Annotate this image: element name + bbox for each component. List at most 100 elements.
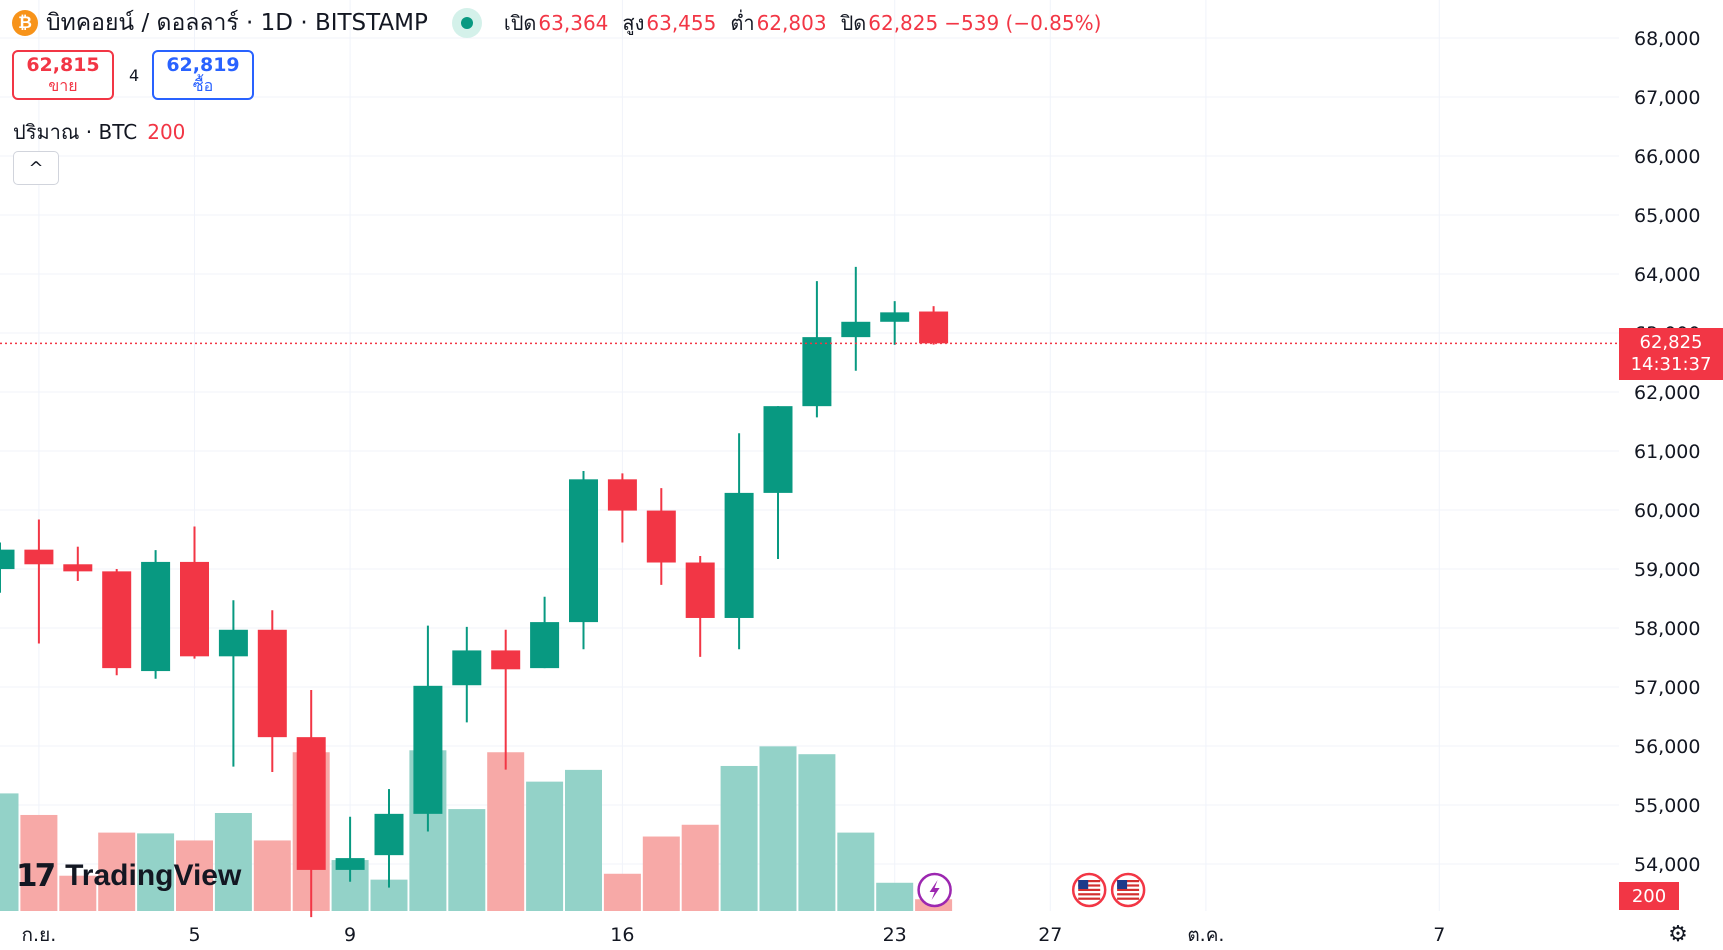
buy-label: ซื้อ — [192, 76, 214, 95]
flag-stripe — [1078, 884, 1101, 887]
candles — [0, 266, 1619, 918]
volume-bar — [603, 873, 641, 911]
volume-legend-label: ปริมาณ · BTC — [13, 120, 138, 144]
candle-body — [296, 737, 326, 870]
candle-body — [919, 311, 949, 344]
close-label: ปิด — [840, 11, 867, 35]
volume-bar — [137, 833, 175, 911]
change-value: −539 (−0.85%) — [944, 11, 1102, 35]
candle-body — [413, 685, 443, 814]
volume-bar — [681, 824, 719, 911]
low-label: ต่ำ — [730, 11, 755, 35]
candle-body — [0, 549, 15, 570]
volume-bar — [448, 809, 486, 911]
flag-stripe — [1078, 880, 1101, 883]
settings-icon[interactable]: ⚙ — [1668, 921, 1688, 947]
flag-stripe — [1117, 897, 1140, 900]
spread-value: 4 — [129, 66, 140, 85]
candle — [880, 301, 910, 345]
candle — [102, 569, 132, 676]
price-tick-label: 65,000 — [1634, 205, 1700, 227]
candle — [491, 629, 521, 770]
symbol-title[interactable]: บิทคอยน์ / ดอลลาร์ · 1D · BITSTAMP — [46, 10, 428, 36]
price-tick-label: 57,000 — [1634, 677, 1700, 699]
candle-body — [685, 562, 715, 618]
sell-button[interactable]: 62,815 ขาย — [12, 50, 114, 100]
volume-bar — [565, 769, 602, 911]
buy-price: 62,819 — [166, 54, 240, 76]
price-tick-label: 58,000 — [1634, 618, 1700, 640]
candle-body — [802, 337, 832, 407]
symbol-header: ₿ บิทคอยน์ / ดอลลาร์ · 1D · BITSTAMP เปิ… — [0, 6, 1101, 40]
candle — [335, 816, 365, 882]
time-tick-label: ต.ค. — [1187, 924, 1224, 946]
high-label: สูง — [622, 11, 645, 35]
price-tick-label: 66,000 — [1634, 146, 1700, 168]
open-value: 63,364 — [538, 11, 609, 35]
candle-body — [141, 561, 171, 672]
volume-bar — [176, 840, 213, 911]
tradingview-logo[interactable]: 17 TradingView — [16, 858, 241, 894]
candle — [413, 625, 443, 832]
collapse-legend-button[interactable]: ^ — [13, 151, 59, 185]
bitcoin-icon: ₿ — [12, 10, 38, 36]
volume-bar — [526, 781, 564, 911]
volume-bar — [98, 832, 136, 911]
flag-stripe — [1078, 897, 1101, 900]
volume-bar — [720, 765, 758, 911]
candle — [607, 473, 637, 543]
flag-stripe — [1117, 880, 1140, 883]
volume-bar — [642, 836, 680, 911]
candle — [296, 689, 326, 918]
candle-body — [180, 561, 209, 657]
candle-body — [24, 549, 54, 565]
price-tick-label: 56,000 — [1634, 736, 1700, 758]
candle-body — [102, 571, 132, 669]
volume-bar — [759, 746, 797, 911]
price-tick-label: 62,000 — [1634, 382, 1700, 404]
candle-body — [374, 813, 404, 856]
volume-tag: 200 — [1619, 882, 1679, 910]
volume-legend-value: 200 — [147, 120, 186, 144]
last-price-value: 62,825 — [1639, 332, 1703, 353]
price-tick-label: 61,000 — [1634, 441, 1700, 463]
candle — [646, 488, 676, 585]
time-tick-label: ก.ย. — [22, 924, 57, 946]
volume-bar — [214, 813, 252, 911]
price-axis: 54,000 55,000 56,000 57,000 58,000 59,000 60,0… — [1634, 28, 1700, 876]
candle-body — [646, 510, 676, 563]
candle — [0, 542, 15, 593]
candle — [218, 600, 248, 767]
candle — [257, 610, 287, 772]
volume-bar — [798, 754, 836, 911]
us-flag-icon — [1071, 872, 1107, 908]
candle-body — [218, 629, 248, 657]
volume-legend[interactable]: ปริมาณ · BTC 200 — [13, 116, 185, 148]
market-open-icon — [451, 8, 482, 38]
bar-countdown: 14:31:37 — [1630, 354, 1712, 375]
high-value: 63,455 — [646, 11, 717, 35]
candle — [452, 626, 482, 723]
volume-bar — [20, 814, 58, 911]
candle-body — [724, 492, 754, 618]
candle — [24, 519, 54, 644]
buy-button[interactable]: 62,819 ซื้อ — [152, 50, 254, 100]
flag-stripe — [1117, 884, 1140, 887]
event-markers — [917, 872, 1146, 908]
time-tick-label: 16 — [610, 924, 634, 946]
candle — [724, 433, 754, 650]
low-value: 62,803 — [756, 11, 827, 35]
sell-price: 62,815 — [26, 54, 100, 76]
price-tick-label: 54,000 — [1634, 854, 1700, 876]
time-tick-label: 23 — [883, 924, 907, 946]
flag-stripe — [1117, 888, 1140, 891]
candle-body — [63, 564, 93, 572]
candle — [141, 550, 171, 679]
time-tick-label: 5 — [188, 924, 200, 946]
tradingview-logo-text: TradingView — [65, 859, 242, 892]
price-tick-label: 64,000 — [1634, 264, 1700, 286]
time-axis: ก.ย. 5 9 16 23 27 ต.ค. 7 — [22, 924, 1446, 946]
candle — [685, 556, 715, 657]
volume-bar — [253, 840, 291, 911]
